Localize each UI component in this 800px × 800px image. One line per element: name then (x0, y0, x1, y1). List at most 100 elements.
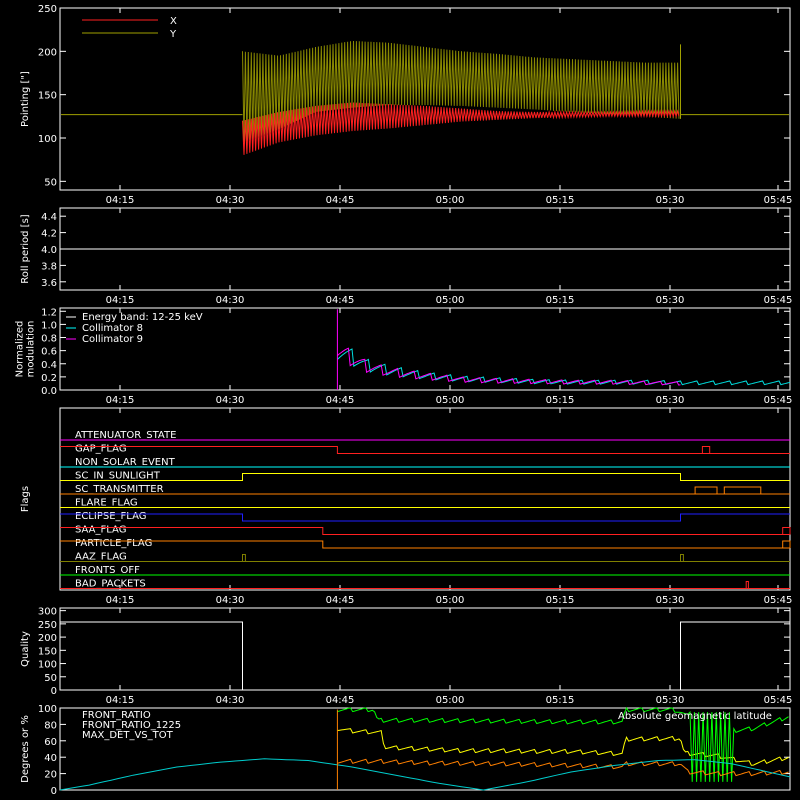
x-tick-label: 04:45 (326, 395, 355, 406)
legend-label: FRONT_RATIO (82, 710, 151, 721)
y-tick-label: 250 (38, 620, 57, 631)
flag-label: ECLIPSE_FLAG (75, 511, 146, 522)
panel-frame-5 (59, 707, 791, 791)
legend-label-X: X (170, 16, 177, 27)
flag-pulse (782, 540, 791, 548)
series-line-Collimator 8 (337, 348, 791, 386)
y-tick-label: 0.4 (41, 360, 57, 371)
y-tick-label: 3.6 (41, 278, 57, 289)
flag-label: SC_IN_SUNLIGHT (75, 471, 161, 482)
y-axis-label: Pointing ["] (20, 71, 31, 127)
flag-pulse (242, 554, 246, 562)
y-tick-label: 4.4 (41, 212, 57, 223)
legend-label-Y: Y (169, 29, 177, 40)
y-tick-label: 150 (38, 91, 57, 102)
flag-label: FRONTS_OFF (75, 565, 140, 576)
y-tick-label: 4.0 (41, 245, 57, 256)
x-tick-label: 05:30 (656, 195, 685, 206)
y-tick-label: 200 (38, 633, 57, 644)
flag-pulse (680, 554, 684, 562)
x-tick-label: 05:00 (436, 595, 465, 606)
panel-frame-2 (59, 307, 791, 391)
flag-pulse (723, 486, 762, 494)
series-line-Collimator 9 (337, 347, 681, 386)
x-tick-label: 04:15 (106, 395, 135, 406)
flag-label: FLARE_FLAG (75, 498, 138, 509)
y-tick-label: 60 (44, 737, 57, 748)
y-tick-label: 0.2 (41, 373, 57, 384)
y-tick-label: 250 (38, 4, 57, 15)
x-tick-label: 04:30 (216, 695, 245, 706)
flag-pulse (782, 527, 791, 535)
legend-label: FRONT_RATIO_1225 (82, 720, 181, 731)
y-tick-label: 0.0 (41, 386, 57, 397)
y-axis-label: Roll period [s] (20, 214, 31, 283)
flag-pulse (701, 446, 711, 454)
panel-frame-0 (59, 7, 791, 191)
legend-label: Collimator 8 (82, 323, 143, 334)
y-tick-label: 0 (51, 686, 57, 697)
quality-line (60, 621, 790, 691)
panel-frame-3 (59, 407, 791, 591)
flag-line (60, 513, 790, 522)
series-line-Y (242, 40, 680, 142)
series-line-X (242, 102, 680, 155)
y-tick-label: 0.8 (41, 334, 57, 345)
x-tick-label: 04:45 (326, 295, 355, 306)
flag-line (60, 446, 790, 454)
x-tick-label: 04:30 (216, 595, 245, 606)
flag-label: SAA_FLAG (75, 525, 126, 536)
x-tick-label: 05:30 (656, 295, 685, 306)
right-legend-label: Absolute geomagnetic latitude (618, 711, 772, 722)
series-line-FRONT_RATIO_1225 (337, 706, 789, 782)
x-tick-label: 05:15 (546, 595, 575, 606)
x-tick-label: 05:00 (436, 395, 465, 406)
x-tick-label: 04:15 (106, 295, 135, 306)
x-tick-label: 05:45 (764, 295, 793, 306)
y-tick-label: 100 (38, 660, 57, 671)
y-axis-label: Flags (20, 486, 31, 512)
y-tick-label: 50 (44, 177, 57, 188)
x-tick-label: 05:45 (764, 195, 793, 206)
flag-label: GAP_FLAG (75, 444, 127, 455)
y-axis-label: modulation (26, 321, 37, 378)
y-tick-label: 1.0 (41, 320, 57, 331)
x-tick-label: 05:00 (436, 295, 465, 306)
flag-label: PARTICLE_FLAG (75, 538, 152, 549)
panels-root: 04:15 04:30 04:45 05:00 05:15 05:30 05:45 50 100… (15, 4, 793, 797)
x-tick-label: 04:15 (106, 195, 135, 206)
series-line-MAX_DET_VS_TOT (337, 758, 789, 777)
y-tick-label: 3.8 (41, 261, 57, 272)
x-tick-label: 05:15 (546, 695, 575, 706)
flag-line (60, 527, 790, 535)
flag-pulse (745, 581, 749, 589)
y-axis-label: Degrees or % (20, 715, 31, 783)
flag-label: AAZ_FLAG (75, 552, 127, 563)
y-tick-label: 300 (38, 607, 57, 618)
legend-label: Energy band: 12-25 keV (82, 312, 203, 323)
y-tick-label: 0 (51, 786, 57, 797)
x-tick-label: 04:30 (216, 295, 245, 306)
x-tick-label: 04:45 (326, 195, 355, 206)
x-tick-label: 04:15 (106, 695, 135, 706)
flag-line (60, 540, 790, 549)
series-line-Absolute geomagnetic latitude (59, 758, 791, 791)
y-tick-label: 200 (38, 47, 57, 58)
y-tick-label: 4.2 (41, 229, 57, 240)
flag-label: NON_SOLAR_EVENT (75, 457, 176, 468)
x-tick-label: 04:30 (216, 395, 245, 406)
flag-line (60, 473, 790, 481)
y-tick-label: 100 (38, 704, 57, 715)
x-tick-label: 05:45 (764, 395, 793, 406)
x-tick-label: 05:30 (656, 695, 685, 706)
y-axis-label: Quality (20, 631, 31, 667)
legend-label: Collimator 9 (82, 334, 143, 345)
y-tick-label: 40 (44, 753, 57, 764)
y-tick-label: 1.2 (41, 307, 57, 318)
y-tick-label: 80 (44, 720, 57, 731)
x-tick-label: 05:30 (656, 595, 685, 606)
x-tick-label: 05:30 (656, 395, 685, 406)
x-tick-label: 05:15 (546, 395, 575, 406)
y-tick-label: 100 (38, 134, 57, 145)
